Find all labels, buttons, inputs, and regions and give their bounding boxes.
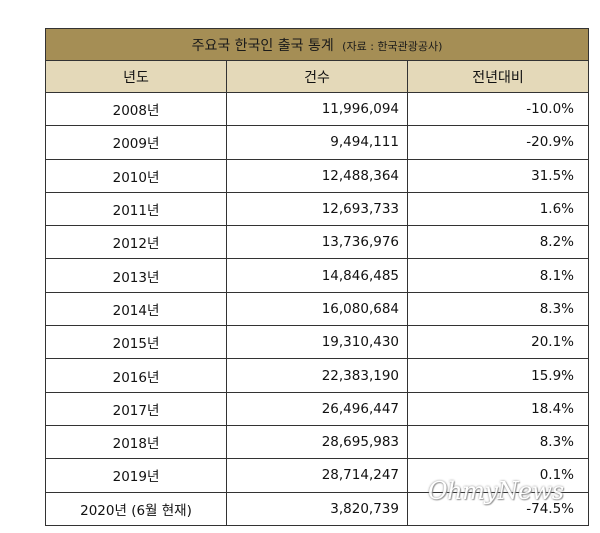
count-cell: 19,310,430 [226,325,408,360]
table-body: 2008년 11,996,094 -10.0% 2009년 9,494,111 -20.9… [45,91,589,526]
table-row: 2019년 28,714,247 0.1% [45,458,589,493]
change-cell: -74.5% [407,491,589,526]
table-header-row: 년도 건수 전년대비 [45,60,589,93]
count-cell: 28,695,983 [226,424,408,460]
count-cell: 14,846,485 [226,258,408,293]
outbound-statistics-table: 주요국 한국인 출국 통계 (자료 : 한국관광공사) 년도 건수 전년대비 2… [45,28,589,526]
column-header-change: 전년대비 [407,60,589,93]
count-cell: 11,996,094 [226,91,408,127]
change-cell: -10.0% [407,91,589,127]
change-cell: 15.9% [407,358,589,393]
table-row: 2014년 16,080,684 8.3% [45,291,589,327]
count-cell: 16,080,684 [226,291,408,327]
count-cell: 13,736,976 [226,225,408,260]
count-cell: 26,496,447 [226,391,408,426]
change-cell: 8.1% [407,258,589,293]
year-cell: 2013년 [45,258,227,293]
year-cell: 2011년 [45,191,227,227]
change-cell: 8.3% [407,291,589,327]
change-cell: 18.4% [407,391,589,426]
change-cell: 20.1% [407,325,589,360]
change-cell: 8.2% [407,225,589,260]
table-row: 2020년 (6월 현재) 3,820,739 -74.5% [45,491,589,526]
table-row: 2018년 28,695,983 8.3% [45,424,589,460]
table-row: 2017년 26,496,447 18.4% [45,391,589,426]
count-cell: 9,494,111 [226,125,408,160]
table-row: 2016년 22,383,190 15.9% [45,358,589,393]
count-cell: 12,488,364 [226,158,408,193]
table-title: 주요국 한국인 출국 통계 [191,37,334,54]
statistics-table-container: 주요국 한국인 출국 통계 (자료 : 한국관광공사) 년도 건수 전년대비 2… [45,28,589,526]
table-row: 2009년 9,494,111 -20.9% [45,125,589,160]
count-cell: 3,820,739 [226,491,408,526]
change-cell: 31.5% [407,158,589,193]
ohmynews-watermark: OhmyNews [428,477,564,505]
table-row: 2010년 12,488,364 31.5% [45,158,589,193]
change-cell: -20.9% [407,125,589,160]
table-row: 2008년 11,996,094 -10.0% [45,91,589,127]
table-row: 2011년 12,693,733 1.6% [45,191,589,227]
count-cell: 12,693,733 [226,191,408,227]
column-header-year: 년도 [45,60,227,93]
year-cell: 2020년 (6월 현재) [45,491,227,526]
year-cell: 2010년 [45,158,227,193]
table-row: 2013년 14,846,485 8.1% [45,258,589,293]
table-row: 2015년 19,310,430 20.1% [45,325,589,360]
table-title-cell: 주요국 한국인 출국 통계 (자료 : 한국관광공사) [45,28,589,61]
table-title-row: 주요국 한국인 출국 통계 (자료 : 한국관광공사) [45,28,589,61]
count-cell: 22,383,190 [226,358,408,393]
year-cell: 2016년 [45,358,227,393]
year-cell: 2019년 [45,458,227,493]
year-cell: 2014년 [45,291,227,327]
column-header-count: 건수 [226,60,408,93]
table-row: 2012년 13,736,976 8.2% [45,225,589,260]
change-cell: 8.3% [407,424,589,460]
year-cell: 2012년 [45,225,227,260]
year-cell: 2015년 [45,325,227,360]
change-cell: 1.6% [407,191,589,227]
year-cell: 2018년 [45,424,227,460]
year-cell: 2008년 [45,91,227,127]
count-cell: 28,714,247 [226,458,408,493]
year-cell: 2017년 [45,391,227,426]
year-cell: 2009년 [45,125,227,160]
table-source: (자료 : 한국관광공사) [342,39,443,53]
